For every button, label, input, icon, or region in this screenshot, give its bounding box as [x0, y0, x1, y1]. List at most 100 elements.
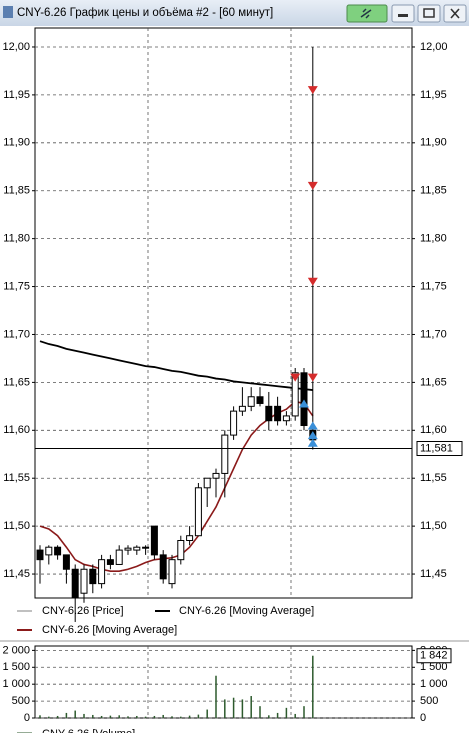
y-tick-label: 11,45 [3, 568, 30, 580]
minimize-icon [398, 14, 408, 17]
y2-tick-label: 11,45 [420, 568, 447, 580]
candle-body [203, 477, 211, 489]
candle-body [45, 546, 53, 556]
volume-bar [65, 712, 68, 718]
candle-body [177, 540, 185, 561]
y-tick-label: 11,95 [3, 89, 30, 101]
value-label-box [416, 648, 452, 664]
y2-tick-label: 11,85 [420, 185, 447, 197]
y2-tick-label: 11,80 [420, 233, 447, 245]
candle-body [124, 547, 132, 551]
y-tick-label: 11,85 [3, 185, 30, 197]
candle-body [221, 434, 229, 474]
y2-tick-label: 1 500 [420, 661, 448, 673]
y2-tick-label: 11,95 [420, 89, 447, 101]
restore-icon [423, 8, 435, 18]
y-tick-label: 1 500 [2, 661, 30, 673]
volume-bar [144, 716, 147, 718]
candle-body [36, 549, 44, 561]
legend-label: CNY-6.26 [Moving Average] [179, 605, 314, 617]
buy-signal [307, 438, 318, 447]
volume-bar [259, 706, 261, 718]
candle-body [159, 554, 167, 580]
sell-signal [307, 86, 318, 95]
y2-tick-label: 11,70 [420, 328, 447, 340]
volume-bar [294, 713, 296, 718]
volume-bar [312, 655, 314, 718]
volume-bar [162, 714, 164, 718]
candle-body [186, 535, 194, 542]
minimize-button[interactable] [391, 4, 415, 23]
candle-body [300, 372, 308, 427]
sell-signal [307, 373, 318, 382]
y-tick-label: 2 000 [2, 644, 30, 656]
candle-body [230, 410, 238, 436]
candle-body [212, 472, 220, 479]
close-icon [450, 8, 460, 19]
candle-body [274, 405, 282, 422]
buy-signal [307, 421, 318, 430]
candle-body [194, 487, 202, 537]
volume-bar [180, 716, 182, 718]
volume-bar [136, 715, 138, 718]
volume-bar [197, 714, 200, 718]
volume-bar [100, 715, 103, 718]
y2-tick-label: 11,65 [420, 376, 447, 388]
y-tick-label: 11,70 [3, 328, 30, 340]
y2-tick-label: 11,75 [420, 280, 447, 292]
volume-bar [215, 675, 217, 718]
restore-button[interactable] [417, 4, 441, 23]
buy-signal [307, 431, 318, 440]
link-icon [360, 8, 372, 19]
y-tick-label: 12,00 [2, 41, 30, 53]
y2-tick-label: 12,00 [420, 41, 448, 53]
volume-bar [171, 716, 173, 718]
volume-bar [250, 696, 252, 718]
y-tick-label: 11,60 [3, 424, 30, 436]
y2-tick-label: 500 [420, 695, 438, 707]
candle-body [282, 415, 290, 422]
volume-bar [188, 715, 191, 718]
volume-bar [83, 713, 85, 718]
y2-tick-label: 11,90 [420, 137, 447, 149]
volume-bar [153, 715, 156, 718]
y-tick-label: 0 [24, 712, 30, 724]
candle-body [54, 546, 62, 556]
candle-body [133, 546, 141, 551]
value-label: 1 842 [420, 650, 448, 662]
last-price-box [416, 441, 463, 457]
candle-body [142, 546, 150, 549]
title-bar [0, 0, 469, 26]
moving-average-line [39, 340, 313, 391]
legend-label: CNY-6.26 [Moving Average] [42, 624, 177, 636]
candle-body [247, 396, 255, 407]
y2-tick-label: 0 [420, 712, 426, 724]
candle-body [62, 554, 70, 570]
volume-bar [109, 715, 112, 718]
volume-bar [276, 712, 279, 718]
candle-body [238, 405, 246, 412]
y-tick-label: 500 [12, 695, 30, 707]
candle-body [256, 396, 264, 404]
buy-signal [299, 399, 309, 408]
candle-body [80, 568, 88, 594]
candle-body [89, 568, 97, 585]
candle-body [71, 568, 79, 599]
y2-tick-label: 11,55 [420, 472, 447, 484]
y2-tick-label: 1 000 [420, 678, 448, 690]
y-tick-label: 11,65 [3, 376, 30, 388]
volume-bar [56, 715, 59, 718]
volume-bar [241, 699, 244, 718]
y-tick-label: 11,90 [3, 137, 30, 149]
volume-bar [92, 714, 94, 718]
candle-body [291, 372, 299, 417]
candle-body [98, 559, 106, 585]
legend-label: CNY-6.26 [Volume] [42, 728, 135, 733]
y-tick-label: 11,50 [3, 520, 30, 532]
sell-signal [307, 181, 318, 190]
sell-signal [290, 373, 301, 382]
chart-layer: 11,45 11,45 11,50 11,50 11,55 11,55 11,60 11,60… [2, 41, 463, 733]
last-price-label: 11,581 [420, 442, 453, 454]
